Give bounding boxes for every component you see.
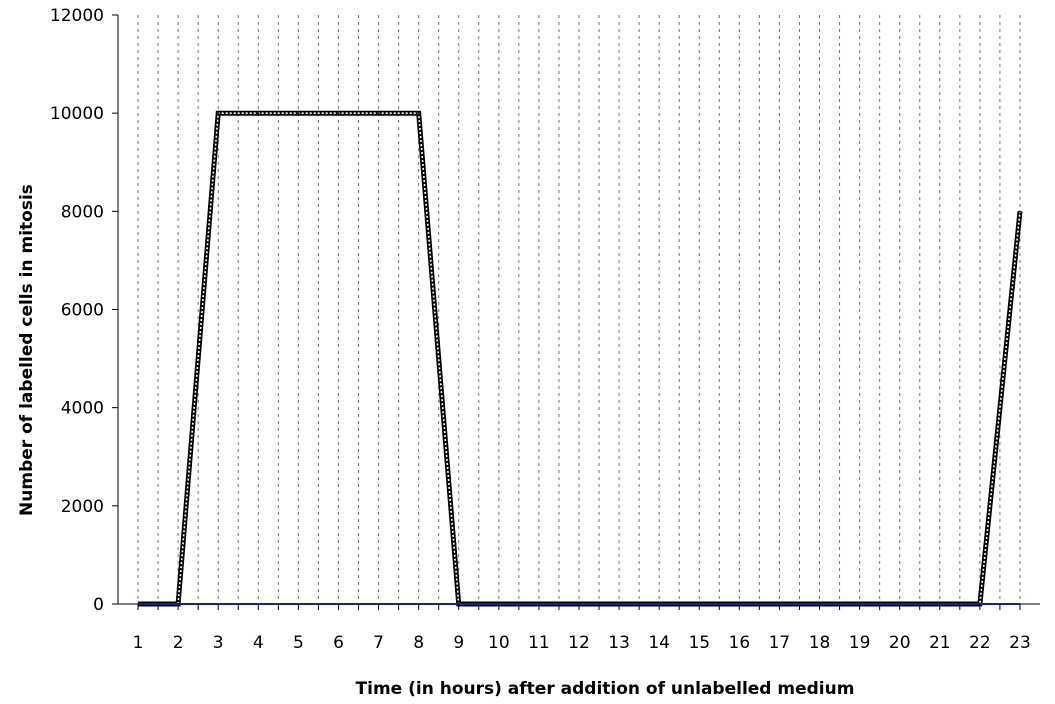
y-tick-label: 8000 [61, 202, 104, 222]
x-tick-label: 2 [173, 633, 184, 653]
x-tick-label: 12 [568, 633, 590, 653]
x-tick-label: 21 [929, 633, 951, 653]
y-axis-label: Number of labelled cells in mitosis [17, 184, 37, 516]
data-point [257, 112, 260, 114]
data-point [1019, 210, 1021, 213]
x-tick-label: 23 [1009, 633, 1031, 653]
y-tick-label: 12000 [50, 6, 104, 26]
x-tick-label: 7 [373, 633, 384, 653]
x-tick-label: 17 [769, 633, 791, 653]
data-point [217, 112, 220, 114]
x-tick-label: 14 [648, 633, 670, 653]
data-point [297, 112, 300, 114]
y-tick-label: 6000 [61, 301, 104, 321]
x-tick-label: 18 [809, 633, 831, 653]
data-point [377, 112, 380, 114]
x-axis-label: Time (in hours) after addition of unlabe… [356, 679, 855, 699]
y-tick-label: 4000 [61, 399, 104, 419]
x-tick-label: 13 [608, 633, 630, 653]
x-tick-label: 22 [969, 633, 991, 653]
x-tick-label: 1 [133, 633, 144, 653]
y-tick-label: 0 [93, 595, 104, 615]
data-point [417, 112, 420, 114]
y-tick-label: 2000 [61, 497, 104, 517]
grid-layer [137, 15, 1021, 604]
x-tick-label: 4 [253, 633, 264, 653]
data-point [337, 112, 340, 114]
x-tick-label: 19 [849, 633, 871, 653]
x-tick-label: 10 [488, 633, 510, 653]
x-tick-label: 6 [333, 633, 344, 653]
x-tick-label: 11 [528, 633, 550, 653]
x-tick-label: 5 [293, 633, 304, 653]
y-tick-label: 10000 [50, 104, 104, 124]
x-tick-label: 16 [729, 633, 751, 653]
x-tick-label: 15 [688, 633, 710, 653]
x-tick-label: 3 [213, 633, 224, 653]
x-tick-label: 20 [889, 633, 911, 653]
x-tick-label: 9 [453, 633, 464, 653]
x-tick-label: 8 [413, 633, 424, 653]
